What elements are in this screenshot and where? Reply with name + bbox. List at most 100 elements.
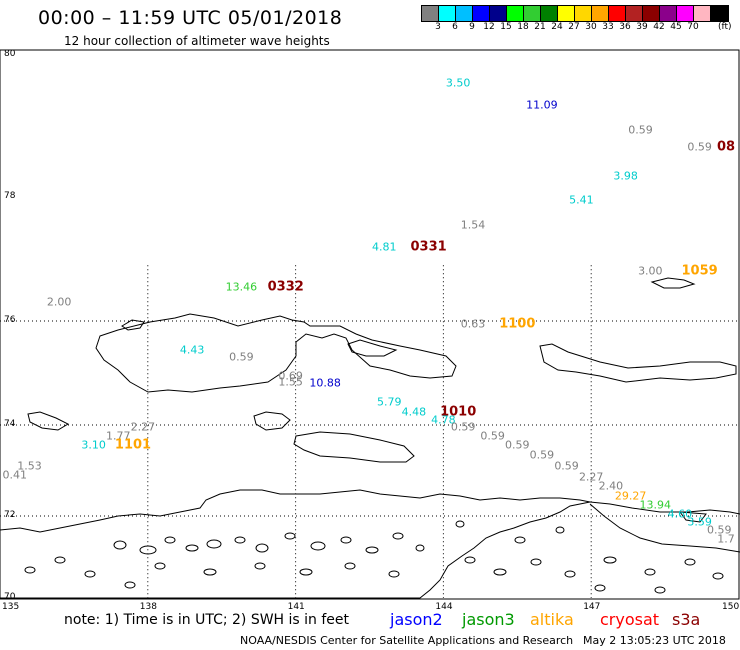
legend-tick-label: 45	[670, 22, 682, 32]
latitude-label: 72	[4, 510, 16, 520]
longitude-label: 150	[722, 602, 740, 612]
legend-tick-label: 9	[469, 22, 475, 32]
legend-swatch	[490, 6, 507, 21]
wave-height-value: 0.59	[687, 140, 712, 154]
pass-time-label: 1101	[114, 437, 152, 453]
coastline	[0, 277, 740, 599]
legend-tick-label: 30	[585, 22, 597, 32]
legend-swatch	[592, 6, 609, 21]
legend-tick-label: 33	[602, 22, 614, 32]
legend-swatch	[643, 6, 660, 21]
legend-tick-label: 27	[568, 22, 580, 32]
wave-height-value: 29.27	[614, 489, 647, 503]
color-legend	[421, 5, 729, 22]
legend-swatch	[609, 6, 626, 21]
island-stolbovoy	[27, 411, 70, 431]
legend-swatch	[439, 6, 456, 21]
page-subtitle: 12 hour collection of altimeter wave hei…	[64, 34, 330, 48]
wave-height-value: 0.59	[628, 123, 653, 137]
kolyma-bay	[678, 511, 707, 523]
island-small-north	[121, 319, 145, 331]
satellite-name-s3a: s3a	[672, 610, 701, 629]
legend-swatch	[507, 6, 524, 21]
wave-height-value: 10.88	[309, 376, 341, 390]
longitude-label: 135	[2, 602, 20, 612]
wave-height-value: 0.69	[278, 369, 303, 383]
latitude-label: 78	[4, 191, 16, 201]
wave-height-value: 2.00	[46, 295, 72, 309]
latitude-label: 70	[4, 592, 16, 602]
wave-height-value: 13.46	[225, 280, 258, 294]
island-bolshoy	[293, 431, 415, 463]
legend-tick-label: 18	[517, 22, 529, 32]
footer-timestamp: May 2 13:05:23 UTC 2018	[583, 634, 726, 647]
pass-time-label: 1010	[440, 404, 477, 420]
footer-credit: NOAA/NESDIS Center for Satellite Applica…	[240, 634, 574, 647]
wave-height-value: 0.59	[229, 350, 254, 364]
legend-swatch	[575, 6, 592, 21]
wave-height-value: 4.43	[179, 343, 205, 357]
wave-height-value: 4.78	[431, 413, 456, 427]
coast-east-lower	[589, 503, 740, 553]
island-lyakhovsky	[253, 411, 291, 431]
wave-height-value: 1.77	[105, 429, 131, 443]
legend-swatch	[558, 6, 575, 21]
legend-swatch	[711, 6, 728, 21]
pass-time-label: 08	[716, 139, 736, 155]
legend-swatch	[694, 6, 711, 21]
legend-swatch	[626, 6, 643, 21]
legend-swatch	[541, 6, 558, 21]
pass-time-label: 1059	[681, 263, 718, 279]
latitude-label: 76	[4, 315, 16, 325]
wave-height-value: 13.94	[639, 498, 671, 512]
longitude-label: 141	[287, 602, 305, 612]
wave-height-value: 5.79	[376, 395, 402, 409]
wave-height-value: 0.59	[505, 438, 530, 452]
wave-height-value: 0.59	[450, 420, 476, 434]
legend-swatch	[456, 6, 473, 21]
legend-tick-label: 21	[534, 22, 546, 32]
legend-tick-label: 24	[551, 22, 563, 32]
island-kotelny	[95, 313, 457, 393]
longitude-label: 138	[139, 602, 157, 612]
lakes	[24, 520, 724, 594]
longitude-label: 147	[583, 602, 601, 612]
island-faddeyevsky	[347, 339, 398, 357]
legend-swatch	[524, 6, 541, 21]
wave-height-value: 3.10	[81, 438, 106, 452]
wave-height-value: 4.81	[372, 240, 397, 254]
wave-height-value: 5.41	[569, 193, 594, 207]
latitude-label: 80	[4, 49, 16, 59]
satellite-name-cryosat: cryosat	[600, 610, 660, 629]
legend-tick-label: 39	[636, 22, 648, 32]
wave-height-value: 0.59	[529, 448, 555, 462]
wave-height-value: 3.98	[613, 169, 638, 183]
pass-time-label: 0331	[410, 239, 447, 255]
legend-swatch	[473, 6, 490, 21]
satellite-name-jason2: jason2	[390, 610, 443, 629]
wave-height-value: 4.60	[667, 507, 693, 521]
legend-tick-label: 42	[653, 22, 665, 32]
wave-height-value: 11.09	[526, 98, 558, 112]
legend-unit: (ft)	[718, 22, 732, 32]
wave-height-value: 1.54	[460, 218, 486, 232]
legend-tick-label: 6	[452, 22, 458, 32]
satellite-name-altika: altika	[530, 610, 574, 629]
legend-swatch	[677, 6, 694, 21]
legend-swatch	[422, 6, 439, 21]
wave-height-value: 1.55	[278, 375, 303, 389]
island-east	[650, 277, 696, 289]
wave-height-value: 0.59	[480, 429, 505, 443]
wave-height-value: 0.41	[2, 468, 28, 482]
coast-east	[589, 501, 740, 515]
legend-swatch	[660, 6, 677, 21]
latitude-label: 74	[4, 419, 16, 429]
longitude-label: 144	[435, 602, 453, 612]
wave-height-value: 3.59	[687, 515, 712, 529]
wave-height-value: 3.50	[445, 76, 471, 90]
wave-height-value: 3.00	[638, 264, 663, 278]
wave-height-value: 0.59	[554, 459, 579, 473]
pass-time-label: 0332	[267, 279, 304, 295]
wave-height-value: 4.48	[401, 405, 427, 419]
legend-tick-label: 36	[619, 22, 631, 32]
